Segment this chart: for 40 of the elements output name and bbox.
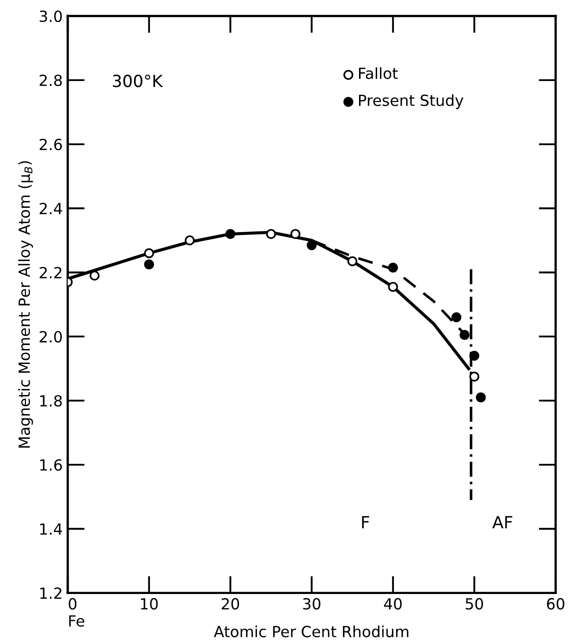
- y-axis-title: Magnetic Moment Per Alloy Atom (μ$_{B}$): [18, 161, 33, 448]
- x-tick-label: 10: [141, 598, 158, 610]
- y-tick-label: 2.4: [40, 202, 62, 214]
- point: [476, 392, 486, 402]
- point: [388, 282, 398, 292]
- x-tick-label: 50: [466, 598, 484, 610]
- point: [144, 248, 154, 258]
- point: [460, 330, 470, 340]
- x-tick-label: 30: [303, 598, 320, 610]
- annotation: F: [362, 516, 370, 528]
- point: [469, 350, 480, 361]
- x-tick-label: 60: [546, 598, 564, 610]
- annotation: AF: [492, 516, 512, 528]
- y-tick-label: 1.8: [40, 395, 62, 407]
- y-tick-label: 2.2: [40, 266, 62, 278]
- point: [306, 240, 317, 250]
- annotation: 300°K: [112, 74, 164, 88]
- point: [290, 228, 300, 239]
- y-tick-label: 3.0: [40, 10, 62, 22]
- x-axis-title: Atomic Per Cent Rhodium: [214, 626, 408, 638]
- x-tick-label: 20: [222, 598, 240, 610]
- legend-label: Present Study: [359, 94, 464, 110]
- y-tick-label: 1.6: [40, 459, 62, 471]
- y-tick-label: 1.2: [40, 587, 62, 599]
- point: [225, 228, 236, 239]
- point: [451, 312, 462, 322]
- point: [90, 270, 100, 281]
- x-tick-label: 40: [384, 598, 402, 610]
- legend-label: Fallot: [359, 67, 398, 80]
- point: [144, 259, 154, 270]
- y-tick-label: 2.6: [40, 138, 62, 150]
- point: [388, 262, 398, 273]
- point: [184, 235, 195, 246]
- point: [469, 372, 480, 382]
- y-tick-label: 2.8: [40, 74, 62, 86]
- y-tick-label: 1.4: [40, 523, 62, 535]
- x-tick-label: 0 Fe: [68, 598, 84, 627]
- point: [347, 256, 358, 266]
- y-tick-label: 2.0: [40, 330, 62, 343]
- point: [266, 228, 276, 239]
